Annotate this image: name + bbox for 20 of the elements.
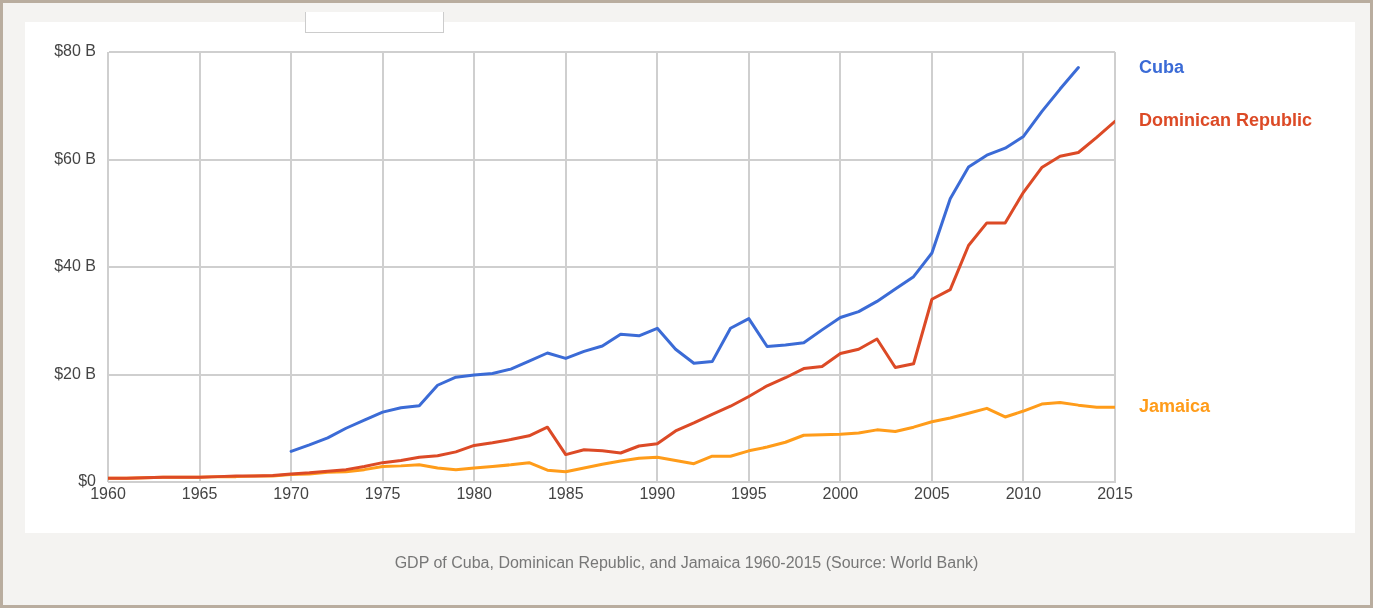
y-tick-label: $20 B (54, 364, 96, 382)
x-tick-label: 1995 (731, 485, 767, 503)
y-tick-label: $60 B (54, 149, 96, 167)
x-tick-label: 2005 (914, 485, 950, 503)
x-tick-label: 2000 (822, 485, 859, 503)
y-tick-label: $40 B (54, 257, 96, 275)
text: GDP of Cuba, Dominican Republic, and Jamaica 1960-2015 (Source: World Bank) (393, 554, 980, 572)
y-tick-label: $80 B (54, 42, 96, 60)
x-tick-label: 2010 (1005, 485, 1042, 503)
x-tick-label: 1985 (547, 485, 584, 503)
text: Cuba (1139, 56, 1185, 77)
x-tick-label: 1960 (90, 485, 126, 503)
x-tick-label: 1980 (456, 485, 493, 503)
x-tick-label: 1965 (181, 485, 218, 503)
series-label: Jamaica (1139, 396, 1212, 417)
x-tick-label: 2015 (1097, 485, 1133, 503)
x-tick-label: 1970 (273, 485, 309, 503)
x-tick-label: 1975 (364, 485, 401, 503)
x-tick-label: 1990 (639, 485, 676, 503)
series-label: Dominican Republic (1139, 110, 1313, 131)
